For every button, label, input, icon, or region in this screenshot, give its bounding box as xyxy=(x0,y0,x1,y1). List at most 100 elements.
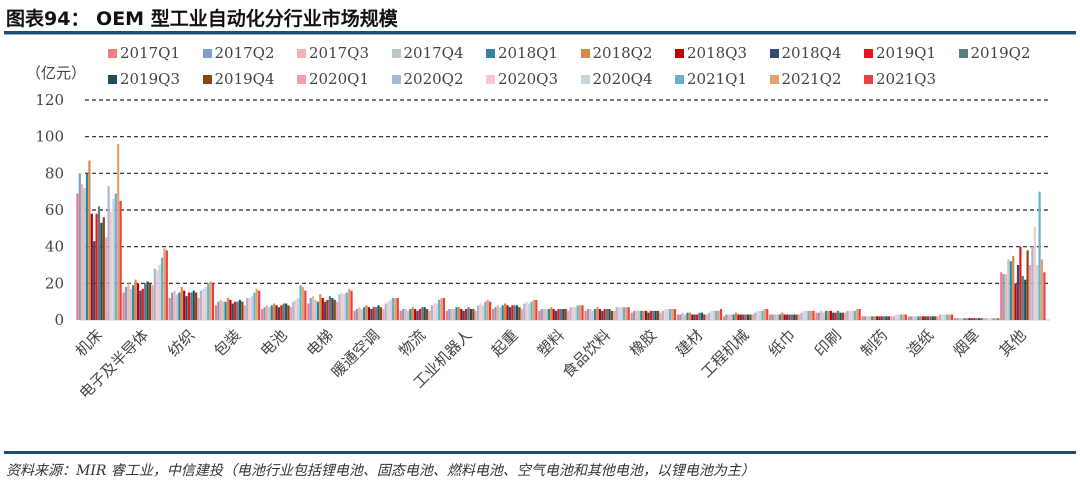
bar xyxy=(941,314,944,320)
bar xyxy=(802,310,805,320)
bar xyxy=(807,310,810,320)
bar xyxy=(261,309,264,320)
x-tick-label: 印刷 xyxy=(811,326,845,360)
legend-label: 2019Q4 xyxy=(214,70,275,88)
bar xyxy=(841,312,844,320)
bar xyxy=(656,310,660,320)
bar xyxy=(744,314,747,320)
bar xyxy=(746,314,750,320)
bar xyxy=(299,285,302,320)
bar xyxy=(985,318,988,320)
bar xyxy=(1012,255,1015,320)
bar xyxy=(873,316,876,320)
bar xyxy=(642,310,645,320)
bar xyxy=(776,314,779,320)
legend-swatch-icon xyxy=(864,74,873,84)
bar xyxy=(610,310,613,320)
bar xyxy=(246,298,249,320)
legend-label: 2017Q2 xyxy=(214,44,275,62)
bar xyxy=(402,309,405,320)
bar xyxy=(268,307,271,320)
bar xyxy=(861,316,864,320)
bar xyxy=(1033,226,1036,320)
bar xyxy=(365,305,368,320)
bar xyxy=(668,309,672,320)
x-tick-label: 其他 xyxy=(996,326,1030,360)
bar xyxy=(936,316,939,320)
legend-item: 2020Q2 xyxy=(391,70,487,88)
bar xyxy=(85,173,89,320)
bar xyxy=(691,314,694,320)
bar xyxy=(518,307,521,320)
bar xyxy=(912,316,915,320)
bar xyxy=(448,309,451,320)
bar xyxy=(589,309,592,320)
legend-label: 2019Q1 xyxy=(876,44,937,62)
x-tick-label: 橡胶 xyxy=(626,326,660,360)
bar xyxy=(195,292,198,320)
bar xyxy=(766,309,769,320)
legend-swatch-icon xyxy=(769,74,779,84)
bar xyxy=(333,299,336,320)
legend-swatch-icon xyxy=(580,48,590,58)
bar xyxy=(350,290,353,320)
legend-item: 2020Q1 xyxy=(297,70,392,88)
bar xyxy=(319,294,322,320)
bar xyxy=(265,305,269,320)
bar xyxy=(778,314,781,320)
bar xyxy=(956,318,959,320)
bar xyxy=(202,288,205,320)
bar xyxy=(822,312,825,320)
bar xyxy=(917,316,920,320)
bar xyxy=(980,318,983,320)
bar xyxy=(885,316,888,320)
bar xyxy=(222,301,225,320)
bar xyxy=(567,310,570,320)
bar xyxy=(97,206,101,320)
legend-item: 2018Q1 xyxy=(486,44,581,62)
bar xyxy=(625,307,628,320)
bar xyxy=(440,298,443,320)
bar xyxy=(559,309,562,320)
bar xyxy=(489,301,492,320)
bar xyxy=(574,307,577,320)
legend-label: 2017Q1 xyxy=(120,44,181,62)
bar xyxy=(285,303,288,320)
bar xyxy=(538,310,541,320)
bar xyxy=(492,309,495,320)
bar xyxy=(136,283,140,320)
bar xyxy=(289,307,293,320)
bar xyxy=(465,309,468,320)
bar xyxy=(494,307,497,320)
legend-item: 2019Q1 xyxy=(864,44,959,62)
legend-swatch-icon xyxy=(958,48,968,58)
y-tick-label: 120 xyxy=(35,91,64,109)
bar xyxy=(358,307,361,320)
legend-item: 2019Q2 xyxy=(958,44,1054,62)
bar xyxy=(635,310,638,320)
bar xyxy=(934,316,937,320)
bar xyxy=(950,314,954,320)
bar xyxy=(968,318,971,320)
bar xyxy=(472,309,475,320)
bar xyxy=(496,305,500,320)
bar xyxy=(132,285,135,320)
bar xyxy=(836,310,840,320)
bar xyxy=(1038,191,1041,320)
y-tick-label: 80 xyxy=(45,164,64,182)
legend-item: 2017Q2 xyxy=(202,44,298,62)
bar xyxy=(982,318,985,320)
bar xyxy=(785,314,789,320)
bar xyxy=(839,312,842,320)
y-tick-label: 20 xyxy=(45,274,64,292)
bar xyxy=(617,307,621,320)
bar xyxy=(640,310,643,320)
bar xyxy=(321,298,324,320)
bar xyxy=(445,310,449,320)
bar xyxy=(528,303,531,320)
bar xyxy=(805,310,808,320)
bar xyxy=(866,316,869,320)
bar xyxy=(987,318,990,320)
bar xyxy=(681,312,684,320)
bar xyxy=(725,314,728,320)
